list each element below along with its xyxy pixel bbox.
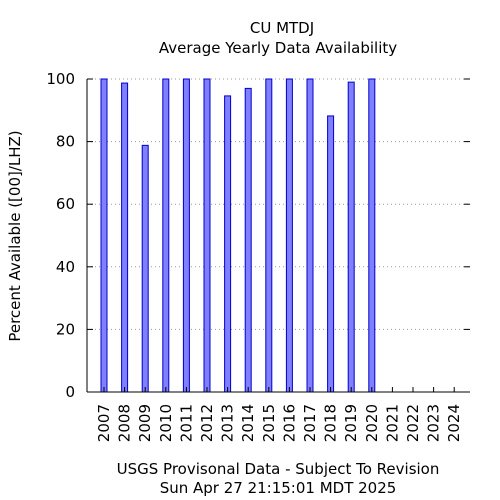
- y-tick-label-20: 20: [56, 320, 75, 338]
- x-tick-label-2022: 2022: [404, 404, 422, 442]
- y-tick-labels: 0 20 40 60 80 100: [46, 70, 75, 401]
- y-tick-label-40: 40: [56, 258, 75, 276]
- y-tick-label-100: 100: [46, 70, 75, 88]
- x-tick-label-2015: 2015: [260, 404, 278, 442]
- x-tick-label-2009: 2009: [136, 404, 154, 442]
- x-tick-label-2021: 2021: [383, 404, 401, 442]
- chart-title: CU MTDJ: [250, 19, 314, 37]
- bar-2008: [121, 82, 129, 393]
- y-tick-label-60: 60: [56, 195, 75, 213]
- x-tick-label-2012: 2012: [198, 404, 216, 442]
- footer-line-1: USGS Provisonal Data - Subject To Revisi…: [117, 460, 440, 478]
- x-tick-label-2019: 2019: [342, 404, 360, 442]
- bars: [100, 78, 376, 393]
- bar-2018: [327, 115, 335, 393]
- x-tick-label-2020: 2020: [363, 404, 381, 442]
- x-tick-labels: 2007 2008 2009 2010 2011 2012 2013 2014 2015 2016…: [95, 404, 463, 442]
- y-tick-label-80: 80: [56, 133, 75, 151]
- x-tick-label-2016: 2016: [280, 404, 298, 442]
- chart-subtitle: Average Yearly Data Availability: [159, 39, 397, 57]
- footer-line-2: Sun Apr 27 21:15:01 MDT 2025: [160, 479, 397, 497]
- bar-2009: [141, 144, 149, 393]
- y-axis-label: Percent Available ([00]/LHZ): [6, 130, 24, 341]
- bar-2012: [203, 78, 211, 393]
- bar-2013: [224, 95, 232, 393]
- x-tick-label-2024: 2024: [445, 404, 463, 442]
- bar-2015: [265, 78, 273, 393]
- x-tick-label-2007: 2007: [95, 404, 113, 442]
- x-tick-label-2014: 2014: [239, 404, 257, 442]
- bar-2010: [162, 78, 170, 393]
- bar-2017: [306, 78, 314, 393]
- axes: [86, 78, 470, 393]
- bar-2019: [347, 81, 355, 393]
- x-tick-label-2018: 2018: [322, 404, 340, 442]
- x-tick-label-2010: 2010: [157, 404, 175, 442]
- bar-2011: [182, 78, 190, 393]
- bar-2014: [244, 87, 252, 393]
- bar-2016: [285, 78, 293, 393]
- x-tick-label-2008: 2008: [116, 404, 134, 442]
- x-tick-label-2023: 2023: [425, 404, 443, 442]
- x-tick-label-2011: 2011: [177, 404, 195, 442]
- bar-2007: [100, 78, 108, 393]
- x-tick-label-2013: 2013: [219, 404, 237, 442]
- bar-2020: [368, 78, 376, 393]
- x-tick-label-2017: 2017: [301, 404, 319, 442]
- y-tick-label-0: 0: [65, 383, 75, 401]
